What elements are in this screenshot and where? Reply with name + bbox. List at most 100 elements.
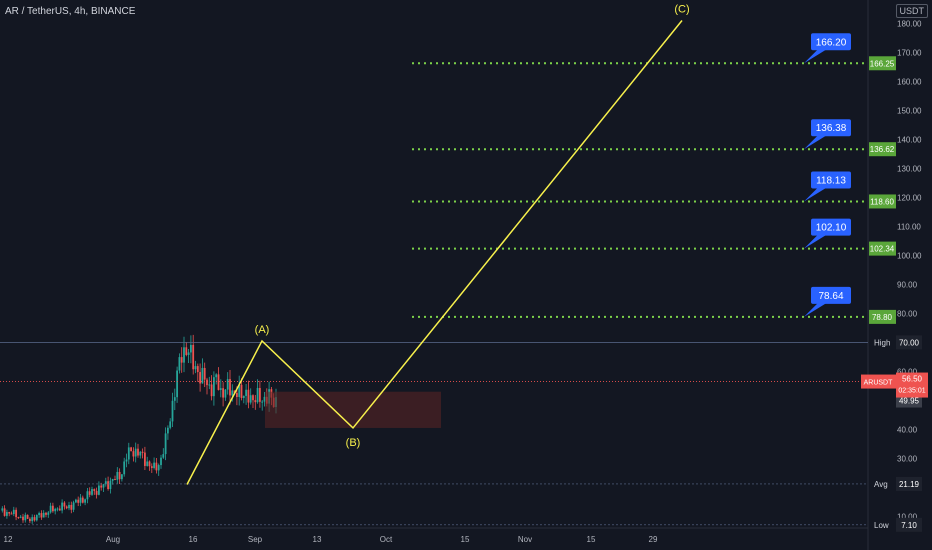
candle-body (199, 372, 201, 384)
candle-body (240, 384, 243, 398)
candle-body (134, 448, 137, 457)
candle-body (26, 514, 29, 519)
candle-body (127, 447, 130, 460)
candle-body (208, 384, 211, 386)
current-price-value: 56.50 (902, 375, 923, 384)
candle-body (45, 512, 47, 515)
y-tick-label: 100.00 (897, 251, 922, 260)
y-tick-label: 180.00 (897, 19, 922, 28)
candle-body (187, 352, 190, 355)
target-callout (811, 171, 851, 189)
target-axis-label: 118.60 (870, 197, 894, 206)
y-tick-label: 120.00 (897, 193, 922, 202)
candle-body (42, 512, 45, 518)
candle-body (24, 514, 27, 521)
target-axis-badge (869, 142, 896, 157)
candle-body (144, 452, 146, 466)
marker-value: 49.95 (899, 397, 920, 406)
x-tick-label: Oct (380, 535, 393, 544)
target-axis-label: 136.62 (870, 145, 895, 154)
candle-body (249, 395, 252, 403)
x-tick-label: 15 (461, 535, 470, 544)
candle-body (259, 388, 261, 402)
candle-body (222, 388, 224, 398)
candle-body (173, 397, 176, 401)
y-tick-label: 80.00 (897, 309, 918, 318)
candle-body (226, 379, 229, 390)
candle-body (146, 461, 149, 466)
candle-body (263, 396, 266, 402)
target-callout (811, 33, 851, 51)
candle-body (229, 379, 231, 396)
candle-body (58, 508, 61, 511)
candle-body (233, 390, 236, 393)
y-tick-label: 170.00 (897, 48, 922, 57)
chart-title: AR / TetherUS, 4h, BINANCE (5, 6, 136, 17)
currency-selector[interactable]: USDT (895, 4, 928, 18)
candle-body (238, 384, 241, 398)
candle-body (88, 491, 91, 495)
candle-body (203, 367, 206, 380)
candle-body (121, 474, 123, 480)
candle-body (139, 451, 142, 456)
symbol-label: ARUSDT (864, 380, 894, 387)
candle-body (215, 374, 218, 378)
candle-body (17, 517, 20, 519)
candle-body (75, 499, 77, 503)
target-callout-pointer (804, 300, 830, 317)
candle-body (164, 433, 167, 455)
candle-body (116, 471, 119, 480)
candle-body (130, 447, 132, 452)
candle-body (111, 479, 114, 481)
candle-body (107, 481, 109, 490)
candle-body (54, 508, 57, 512)
candle-body (247, 389, 250, 403)
x-tick-label: 13 (313, 535, 322, 544)
candle-body (219, 388, 222, 390)
target-axis-badge (869, 309, 896, 324)
x-tick-label: 16 (189, 535, 198, 544)
wave-label: (B) (346, 437, 361, 449)
candle-body (8, 512, 11, 514)
target-axis-label: 166.25 (870, 59, 895, 68)
candle-body (178, 357, 181, 371)
candle-body (56, 508, 59, 510)
candle-body (137, 448, 139, 456)
low-value: 7.10 (901, 521, 917, 530)
candle-body (242, 395, 245, 398)
candle-body (245, 389, 247, 396)
candle-body (49, 505, 52, 513)
high-label: High (874, 338, 890, 347)
candle-body (157, 465, 160, 471)
candle-body (171, 400, 174, 422)
candle-body (93, 489, 96, 491)
low-badge (896, 517, 922, 532)
target-callout-pointer (804, 47, 830, 64)
candle-body (160, 457, 162, 466)
candle-body (256, 388, 259, 403)
candle-body (114, 479, 116, 481)
candle-body (81, 497, 84, 503)
y-tick-label: 130.00 (897, 164, 922, 173)
candle-body (91, 489, 93, 495)
y-tick-label: 60.00 (897, 367, 918, 376)
avg-label: Avg (874, 480, 888, 489)
y-tick-label: 150.00 (897, 106, 922, 115)
candle-body (118, 471, 121, 480)
candle-body (35, 515, 38, 521)
candle-body (236, 392, 238, 398)
current-price-badge (896, 372, 928, 398)
candle-body (231, 390, 234, 396)
candle-body (206, 379, 208, 386)
candle-body (40, 513, 43, 518)
wave-path (186, 20, 683, 485)
candle-body (65, 506, 68, 509)
candle-body (3, 508, 6, 516)
candle-body (125, 459, 128, 462)
candle-body (6, 512, 8, 516)
bar-countdown: 02:35:01 (898, 388, 925, 395)
candle-body (194, 366, 197, 370)
candle-body (70, 504, 73, 510)
y-tick-label: 140.00 (897, 135, 922, 144)
